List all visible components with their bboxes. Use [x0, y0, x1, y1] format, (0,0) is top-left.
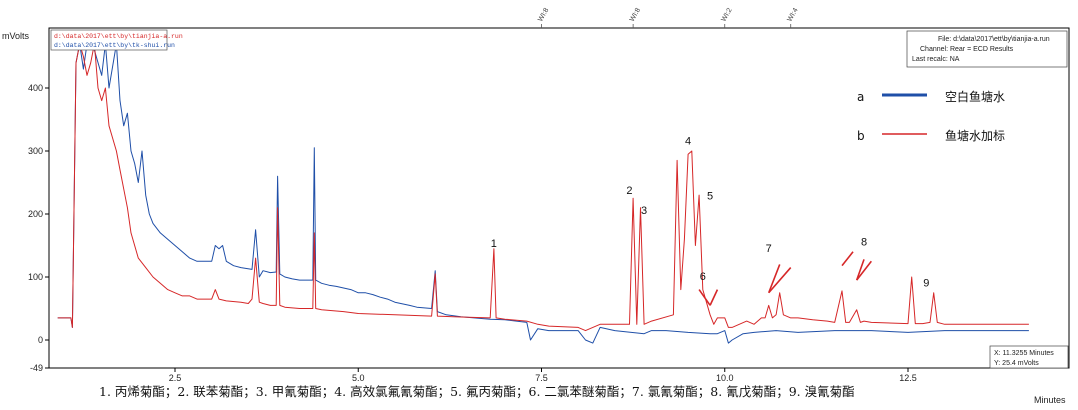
info-file: File: d:\data\2017\ett\by\tianjia-a.run — [938, 36, 1050, 43]
y-tick-label: 300 — [28, 146, 43, 156]
peak-arrow — [709, 289, 719, 306]
peak-label-4: 4 — [685, 136, 691, 148]
peak-arrow — [856, 260, 872, 281]
x-tick-label: 2.5 — [169, 373, 182, 383]
x-axis-label: Minutes — [1034, 395, 1066, 405]
series-line-b — [57, 43, 1029, 332]
y-tick-label: -49 — [30, 363, 43, 373]
info-channel: Channel: Rear = ECD Results — [920, 46, 1014, 53]
series-line-a — [57, 43, 1029, 344]
peak-label-5: 5 — [707, 191, 713, 203]
peak-label-7: 7 — [766, 243, 772, 255]
top-marker-label: WI:8 — [629, 7, 642, 23]
top-marker-label: WI:4 — [786, 7, 799, 23]
peak-label-8: 8 — [861, 237, 867, 249]
cursor-box — [989, 345, 1069, 369]
y-axis-label: mVolts — [2, 31, 30, 41]
cursor-x: X: 11.3255 Minutes — [994, 350, 1054, 357]
info-recalc: Last recalc: NA — [912, 56, 960, 63]
file-legend-red: d:\data\2017\ett\by\tianjia-a.run — [54, 33, 183, 40]
peak-arrow — [768, 267, 792, 294]
peak-label-9: 9 — [923, 277, 929, 289]
top-marker-label: WI:8 — [537, 7, 550, 23]
x-tick-label: 5.0 — [352, 373, 365, 383]
top-marker-label: WI:2 — [720, 7, 733, 23]
cursor-y: Y: 25.4 mVolts — [994, 360, 1039, 367]
y-tick-label: 400 — [28, 83, 43, 93]
legend-label-a: 空白鱼塘水 — [945, 89, 1005, 104]
peak-label-1: 1 — [491, 238, 497, 250]
legend-label-b: 鱼塘水加标 — [945, 128, 1005, 143]
plot-frame — [48, 27, 1070, 369]
x-tick-label: 12.5 — [899, 373, 917, 383]
y-tick-label: 200 — [28, 209, 43, 219]
peak-arrow — [767, 264, 781, 294]
y-tick-label: 0 — [38, 335, 43, 345]
y-tick-label: 100 — [28, 272, 43, 282]
x-tick-label: 10.0 — [716, 373, 734, 383]
file-legend-box — [50, 29, 168, 51]
peak-arrow — [855, 259, 865, 281]
peak-arrow — [841, 251, 854, 267]
legend-marker-b: b — [857, 129, 865, 143]
peak-label-2: 2 — [626, 185, 632, 197]
file-legend-blue: d:\data\2017\ett\by\tk-shui.run — [54, 42, 175, 49]
x-tick-label: 7.5 — [535, 373, 548, 383]
legend-marker-a: a — [857, 90, 864, 104]
info-box — [906, 30, 1068, 68]
peak-label-3: 3 — [641, 205, 647, 217]
caption: 1. 丙烯菊酯；2. 联苯菊酯；3. 甲氰菊酯；4. 高效氯氟氰菊酯；5. 氟丙… — [99, 384, 855, 399]
peak-arrow — [698, 289, 711, 306]
peak-label-6: 6 — [700, 271, 706, 283]
